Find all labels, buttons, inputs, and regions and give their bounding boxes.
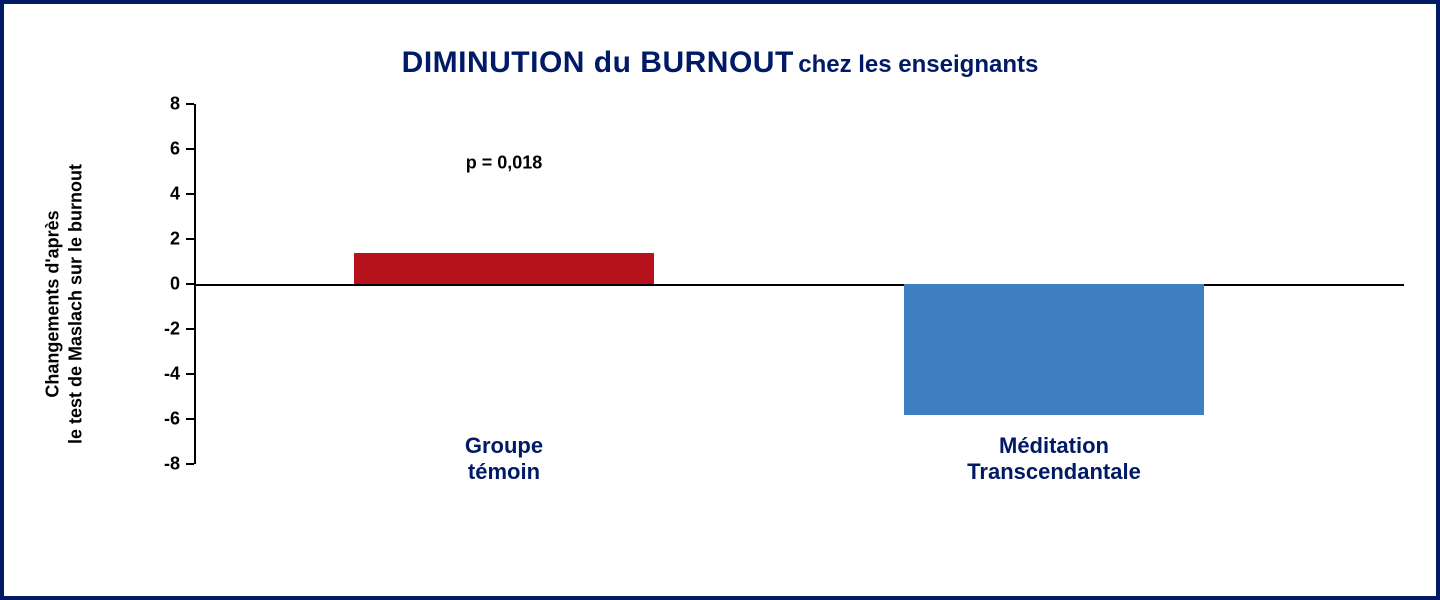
y-tick-label: -4 — [164, 364, 194, 385]
y-axis-label: Changements d'après le test de Maslach s… — [42, 164, 87, 444]
y-tick-label: 0 — [170, 274, 194, 295]
y-tick-label: 2 — [170, 229, 194, 250]
y-tick-label: 6 — [170, 139, 194, 160]
p-value-text: p = 0,018 — [466, 152, 543, 173]
category-label-tm: MéditationTranscendantale — [967, 433, 1141, 486]
y-axis-label-line1: Changements d'après — [43, 210, 63, 397]
y-tick-label: 8 — [170, 94, 194, 115]
category-label-line2: Transcendantale — [967, 459, 1141, 484]
chart-title-sub: chez les enseignants — [798, 51, 1038, 78]
chart-title: DIMINUTION du BURNOUT chez les enseignan… — [4, 46, 1436, 80]
chart-title-main: DIMINUTION du BURNOUT — [402, 46, 794, 79]
category-label-line1: Méditation — [999, 433, 1109, 458]
y-tick-label: 4 — [170, 184, 194, 205]
plot-area: 86420-2-4-6-8 — [194, 104, 1404, 464]
zero-axis-line — [194, 284, 1404, 286]
category-label-control: Groupetémoin — [465, 433, 543, 486]
y-axis-label-line2: le test de Maslach sur le burnout — [65, 164, 85, 444]
y-tick-label: -8 — [164, 454, 194, 475]
bar-tm — [904, 284, 1204, 415]
y-tick-label: -2 — [164, 319, 194, 340]
category-label-line2: témoin — [468, 459, 540, 484]
chart-frame: DIMINUTION du BURNOUT chez les enseignan… — [0, 0, 1440, 600]
bar-control — [354, 253, 654, 285]
category-label-line1: Groupe — [465, 433, 543, 458]
y-tick-label: -6 — [164, 409, 194, 430]
